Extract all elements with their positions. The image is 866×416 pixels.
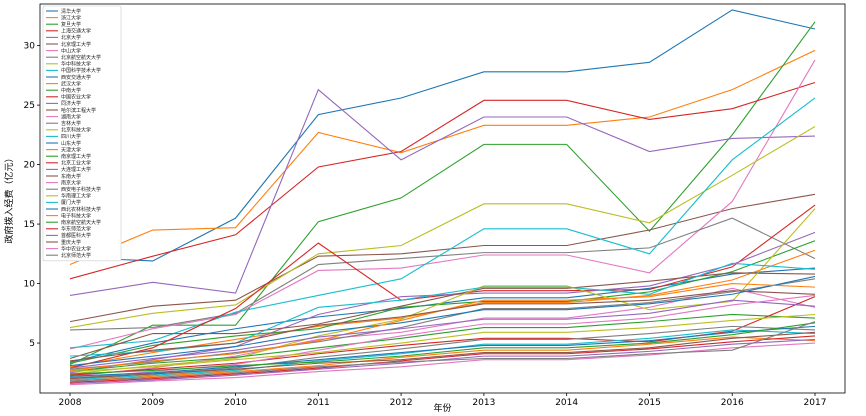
legend-label: 重庆大学 [61,239,81,246]
series-line-21 [69,275,816,367]
legend-label: 大连理工大学 [61,166,91,173]
watermark-text: 知乎 @一读EDU 许路阳 [660,372,843,392]
legend-box [42,5,122,262]
series-line-29 [69,313,816,373]
x-tick-label: 2014 [555,398,578,408]
x-tick-label: 2012 [390,398,413,408]
legend-label: 南京航空航天大学 [61,219,101,226]
legend-label: 华中科技大学 [61,61,91,68]
y-tick-label: 5 [29,339,35,349]
x-tick-label: 2008 [59,398,82,408]
legend-label: 湖南大学 [61,113,81,120]
legend-label: 四川大学 [61,133,81,140]
series-line-37 [69,342,816,386]
series-line-35 [69,338,816,385]
series-line-31 [69,325,816,377]
x-tick-label: 2015 [638,398,661,408]
series-line-25 [69,299,816,369]
legend-label: 复旦大学 [61,21,81,28]
plot-area [39,3,846,394]
legend-label: 吉林大学 [61,120,81,127]
x-axis-label: 年份 [433,402,451,414]
legend-label: 中国科学技术大学 [61,67,101,74]
x-tick-label: 2011 [307,398,330,408]
legend-label: 华东师范大学 [61,226,91,233]
series-line-36 [69,331,816,380]
series-line-33 [69,322,816,375]
x-tick-label: 2017 [804,398,827,408]
series-line-13 [69,240,816,364]
legend-label: 武汉大学 [61,80,81,87]
x-axis: 2008 2009 2010 2011 2012 2013 2014 2015 2016 2017 [59,393,827,408]
legend-label: 西安交通大学 [61,74,91,81]
x-tick-label: 2016 [721,398,744,408]
series-line-32 [69,336,816,382]
series-line-4 [69,81,816,280]
y-tick-label: 15 [24,220,35,230]
y-tick-label: 20 [24,161,36,171]
legend-label: 华南理工大学 [61,193,91,200]
legend-label: 中国农业大学 [61,94,91,101]
series-line-34 [69,335,816,383]
legend-label: 中南大学 [61,87,81,94]
series-line-3 [69,21,816,365]
series-line-1 [69,9,816,262]
legend-label: 中山大学 [61,47,81,54]
legend-label: 西北农林科技大学 [61,206,101,213]
series-line-28 [69,325,816,379]
series-line-38 [69,321,816,382]
series-line-14 [69,204,816,369]
series-line-8 [69,217,816,331]
legend-label: 浙江大学 [61,14,81,21]
legend-label: 同济大学 [61,100,81,107]
x-tick-label: 2010 [224,398,247,408]
legend-label: 南京大学 [61,179,81,186]
legend-label: 清华大学 [61,8,81,15]
legend-label: 北京师范大学 [61,252,91,259]
legend-label: 北京科技大学 [61,127,91,134]
legend-label: 东南大学 [61,173,81,180]
legend-label: 山东大学 [61,140,81,147]
series-line-26 [69,290,816,362]
y-axis-label: 政府拨入经费（亿元） [3,153,15,243]
legend-label: 厦门大学 [61,199,81,206]
y-tick-label: 25 [24,101,35,111]
legend-label: 北京大学 [61,34,81,41]
legend-label: 上海交通大学 [61,28,91,35]
x-tick-label: 2013 [472,398,495,408]
series-line-10 [69,97,816,349]
series-line-16 [69,272,816,360]
y-tick-label: 30 [24,42,36,52]
legend-label: 华中农业大学 [61,245,91,252]
series-line-15 [69,231,816,374]
y-axis: 5 10 15 20 25 30 [24,42,40,349]
legend: 清华大学浙江大学复旦大学上海交通大学北京大学北京理工大学中山大学北京航空航天大学… [42,5,122,262]
series-line-5 [69,88,816,296]
series-line-20 [69,262,816,357]
series-line-9 [69,126,816,329]
legend-label: 北京理工大学 [61,41,91,48]
legend-label: 西安电子科技大学 [61,186,101,193]
series-line-6 [69,193,816,323]
legend-label: 北京航空航天大学 [61,54,101,61]
series-line-19 [69,208,816,375]
legend-label: 电子科技大学 [61,212,91,219]
series-line-23 [69,313,816,373]
legend-label: 北京工业大学 [61,160,91,167]
legend-label: 首都医科大学 [61,232,91,239]
series-layer [69,9,816,386]
series-line-11 [69,267,816,363]
legend-label: 哈尔滨工程大学 [61,107,96,114]
y-tick-label: 10 [24,280,36,290]
series-line-7 [69,59,816,350]
x-tick-label: 2009 [141,398,164,408]
legend-label: 天津大学 [61,146,81,153]
legend-label: 南京理工大学 [61,153,91,160]
